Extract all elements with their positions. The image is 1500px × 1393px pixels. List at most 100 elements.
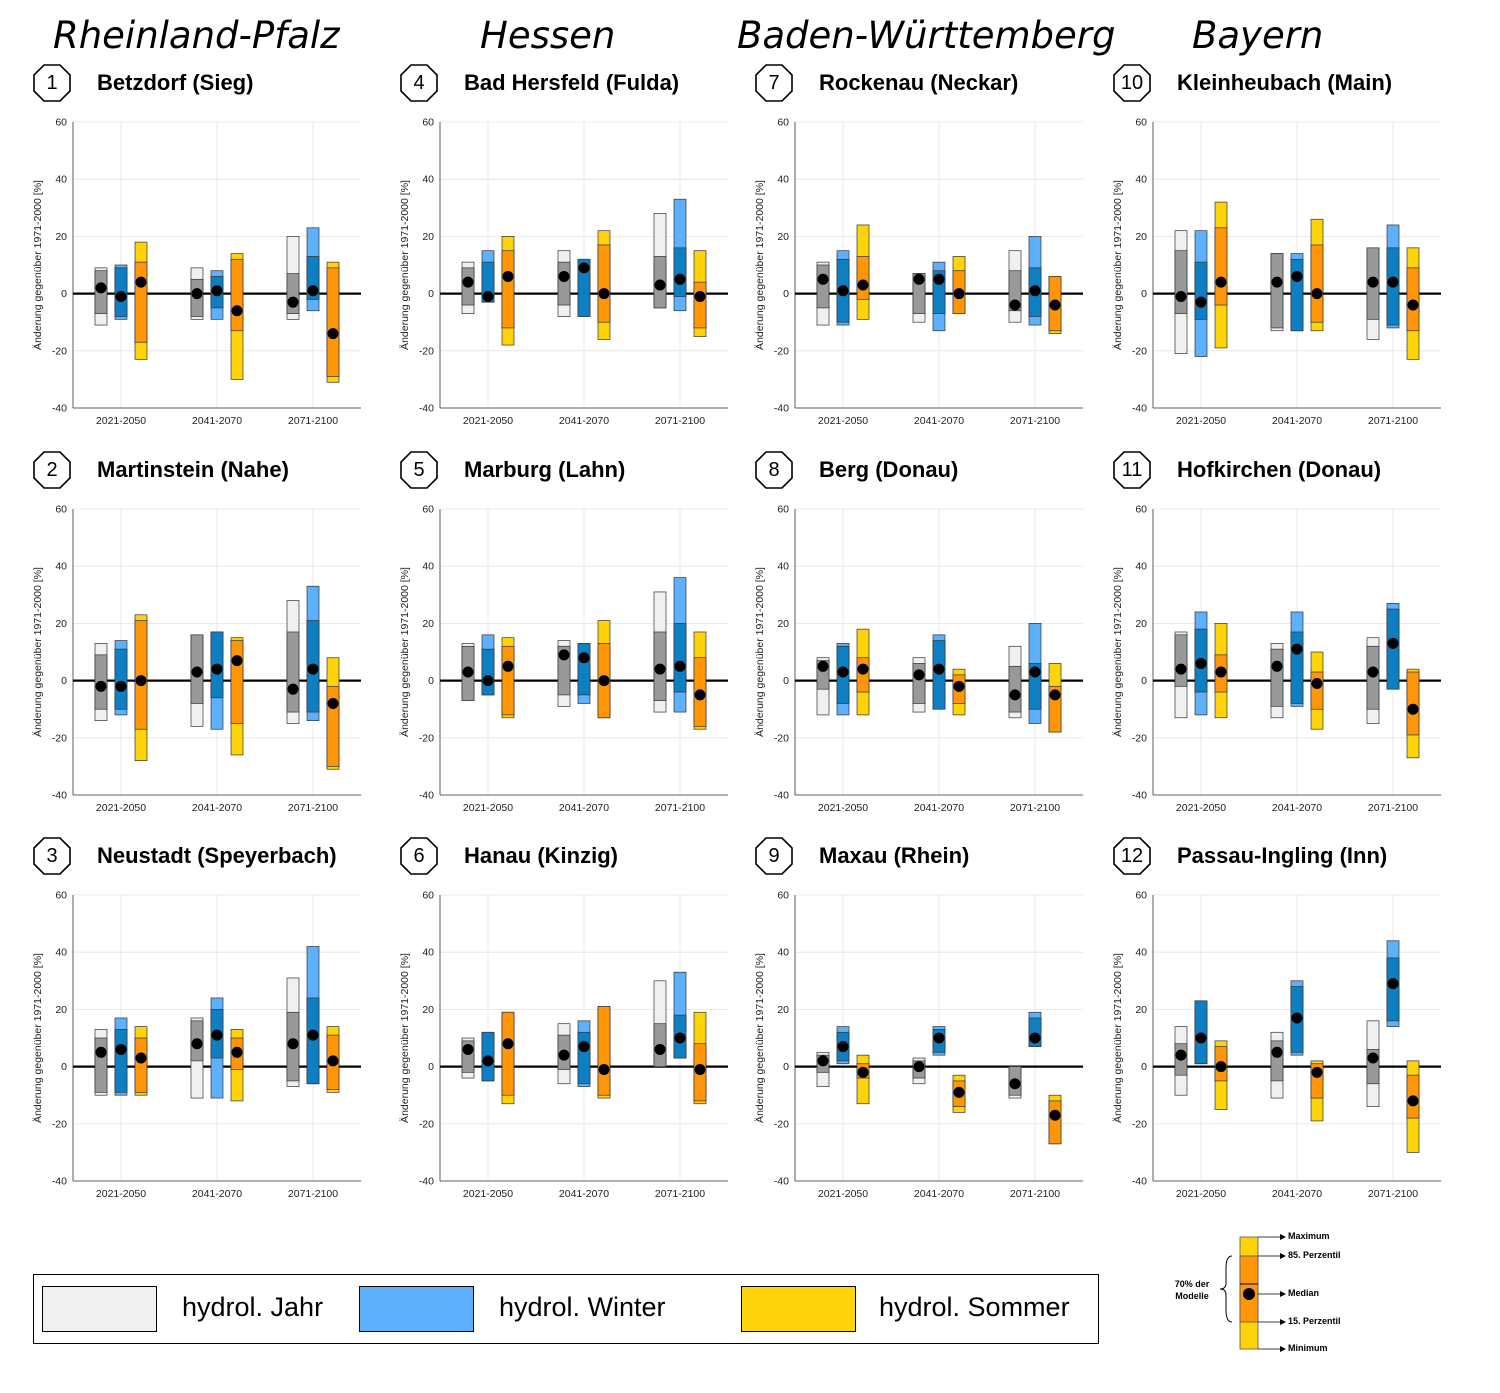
- median-dot: [654, 1043, 666, 1055]
- median-dot: [1387, 978, 1399, 990]
- median-dot: [933, 1032, 945, 1044]
- median-dot: [482, 675, 494, 687]
- panel-title: Neustadt (Speyerbach): [97, 843, 337, 868]
- percentile-box: [1008, 665, 1022, 713]
- y-tick-label: 0: [1141, 675, 1147, 687]
- median-dot: [1049, 299, 1061, 311]
- median-dot: [1009, 299, 1021, 311]
- panel-number-badge: 2: [33, 451, 71, 489]
- y-axis-label: Änderung gegenüber 1971-2000 [%]: [754, 180, 766, 350]
- y-tick-label: 40: [422, 174, 434, 186]
- y-tick-label: 40: [1135, 561, 1147, 573]
- y-tick-label: 60: [777, 504, 789, 516]
- percentile-box: [1310, 671, 1324, 710]
- percentile-box: [501, 645, 515, 716]
- percentile-box: [326, 267, 340, 377]
- y-tick-label: 0: [1141, 1061, 1147, 1073]
- median-dot: [674, 660, 686, 672]
- y-tick-label: -20: [419, 1118, 434, 1130]
- y-tick-label: -20: [1132, 1118, 1147, 1130]
- panel-number-badge: 12: [1113, 837, 1151, 875]
- y-axis-label: Änderung gegenüber 1971-2000 [%]: [399, 953, 411, 1123]
- percentile-box: [1290, 631, 1304, 704]
- median-dot: [231, 1046, 243, 1058]
- y-tick-label: 40: [777, 561, 789, 573]
- y-tick-label: -40: [774, 790, 789, 802]
- median-dot: [462, 276, 474, 288]
- median-dot: [191, 288, 203, 300]
- percentile-box: [501, 250, 515, 329]
- median-dot: [857, 663, 869, 675]
- panel-title: Hofkirchen (Donau): [1177, 457, 1382, 482]
- median-dot: [1175, 663, 1187, 675]
- y-tick-label: 20: [422, 231, 434, 243]
- percentile-box: [597, 244, 611, 323]
- percentile-box: [230, 258, 244, 332]
- percentile-box: [1194, 261, 1208, 320]
- x-tick-label: 2071-2100: [1010, 802, 1060, 814]
- y-tick-label: 40: [55, 947, 67, 959]
- median-dot: [502, 1038, 514, 1050]
- x-tick-label: 2021-2050: [96, 415, 146, 427]
- y-axis-label: Änderung gegenüber 1971-2000 [%]: [399, 567, 411, 737]
- panel-number-badge: 3: [33, 837, 71, 875]
- percentile-box: [673, 247, 687, 297]
- y-tick-label: 40: [422, 561, 434, 573]
- panel-title: Maxau (Rhein): [819, 843, 970, 868]
- region-heading: Rheinland-Pfalz: [53, 14, 340, 57]
- median-dot: [933, 663, 945, 675]
- x-tick-label: 2021-2050: [463, 802, 513, 814]
- x-tick-label: 2041-2070: [192, 415, 242, 427]
- median-dot: [953, 288, 965, 300]
- x-tick-label: 2071-2100: [655, 1188, 705, 1200]
- range-box-chart: -40 -20 0 20 40 60 2021-2050 2041-2070 2071-2100…: [399, 504, 728, 814]
- chart-panel: 11 Hofkirchen (Donau) -40 -20 0 20 40 60 2021-20…: [1105, 449, 1475, 824]
- median-dot: [558, 270, 570, 282]
- panel-number: 9: [768, 845, 780, 867]
- median-dot: [135, 675, 147, 687]
- median-dot: [837, 666, 849, 678]
- median-dot: [307, 663, 319, 675]
- median-dot: [913, 1061, 925, 1073]
- range-box-chart: -40 -20 0 20 40 60 2021-2050 2041-2070 2071-2100…: [1112, 504, 1441, 814]
- median-dot: [115, 290, 127, 302]
- panel-title: Berg (Donau): [819, 457, 959, 482]
- y-tick-label: -40: [774, 403, 789, 415]
- octagon-icon: [33, 64, 71, 102]
- median-dot: [1195, 296, 1207, 308]
- median-dot: [1291, 1012, 1303, 1024]
- y-tick-label: 0: [61, 675, 67, 687]
- chart-panel: 8 Berg (Donau) -40 -20 0 20 40 60 2021-2050 2041-…: [747, 449, 1117, 824]
- x-tick-label: 2041-2070: [914, 1188, 964, 1200]
- y-tick-label: 20: [777, 618, 789, 630]
- median-dot: [1387, 276, 1399, 288]
- median-dot: [857, 279, 869, 291]
- panel-number: 12: [1120, 845, 1144, 867]
- y-tick-label: -40: [419, 1176, 434, 1188]
- panel-number: 6: [413, 845, 425, 867]
- median-dot: [558, 649, 570, 661]
- median-dot: [598, 1063, 610, 1075]
- y-axis-label: Änderung gegenüber 1971-2000 [%]: [399, 180, 411, 350]
- x-tick-label: 2041-2070: [914, 415, 964, 427]
- median-dot: [135, 276, 147, 288]
- y-tick-label: 40: [777, 174, 789, 186]
- median-dot: [1271, 276, 1283, 288]
- label-p85: 85. Perzentil: [1288, 1250, 1341, 1260]
- percentile-box: [856, 657, 870, 693]
- y-tick-label: -20: [1132, 345, 1147, 357]
- median-dot: [578, 652, 590, 664]
- y-tick-label: 40: [422, 947, 434, 959]
- median-dot: [654, 663, 666, 675]
- median-dot: [287, 296, 299, 308]
- median-dot: [211, 663, 223, 675]
- percentile-box: [1194, 1000, 1208, 1065]
- median-dot: [1291, 270, 1303, 282]
- x-tick-label: 2071-2100: [288, 1188, 338, 1200]
- x-tick-label: 2071-2100: [1368, 802, 1418, 814]
- y-tick-label: 40: [1135, 174, 1147, 186]
- y-axis-label: Änderung gegenüber 1971-2000 [%]: [32, 953, 44, 1123]
- percentile-box: [114, 1029, 128, 1093]
- y-tick-label: 40: [55, 561, 67, 573]
- percentile-box: [501, 1011, 515, 1096]
